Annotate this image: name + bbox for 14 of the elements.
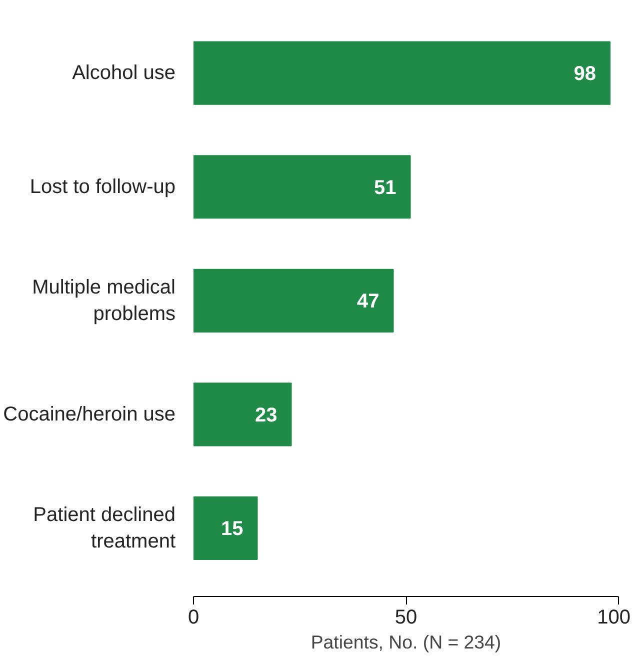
- data-label: 51: [374, 176, 396, 199]
- y-tick-label: Lost to follow-up: [30, 176, 176, 198]
- y-tick-label: Patient declined treatment: [33, 504, 176, 552]
- x-tick-label: 100: [597, 606, 631, 628]
- y-tick-label: Cocaine/heroin use: [3, 403, 176, 426]
- data-label: 23: [255, 404, 278, 426]
- data-label: 47: [357, 290, 380, 313]
- y-tick-label: Multiple medical problems: [32, 276, 176, 325]
- data-label: 15: [221, 518, 244, 540]
- y-tick-label: Alcohol use: [72, 62, 176, 84]
- x-tick-label: 50: [394, 606, 418, 628]
- data-label: 98: [574, 63, 596, 86]
- x-tick-label: 0: [188, 606, 200, 628]
- x-axis-title: Patients, No. (N = 234): [310, 632, 502, 652]
